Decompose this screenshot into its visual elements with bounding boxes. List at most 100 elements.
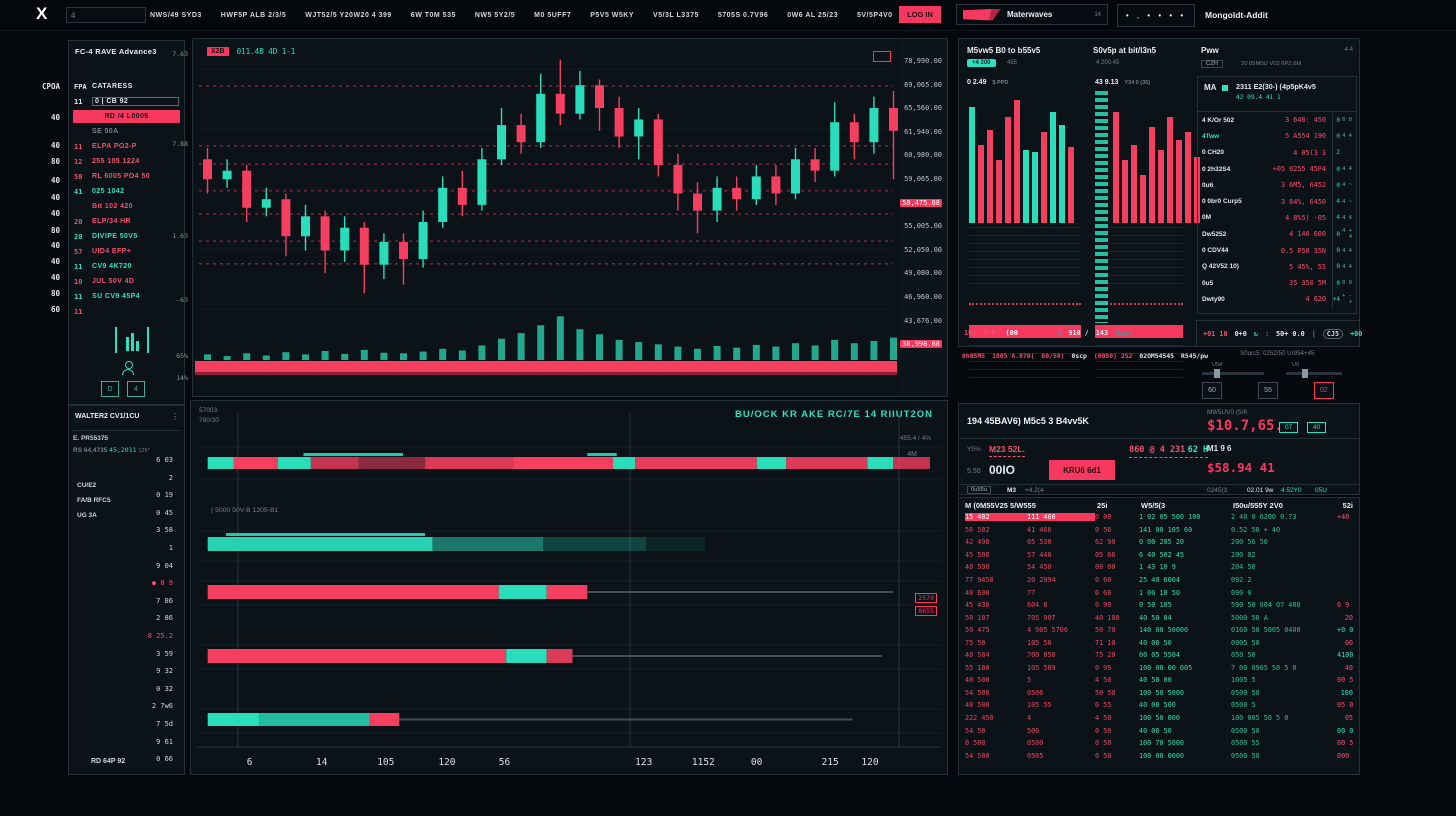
quote-row[interactable]: 0M 4 8%5) -05 4 4 4	[1198, 210, 1356, 226]
watchlist-row[interactable]: 11 CV9 4K720	[69, 259, 184, 274]
table-header-cell[interactable]: 52i	[1342, 501, 1353, 510]
table-row[interactable]: 15 402 111 460 0 00 1 02 05 500 100 2 40 0 6…	[959, 511, 1359, 524]
status-token[interactable]: (0050) 252	[1093, 352, 1133, 360]
status-token[interactable]: 02OM54545	[1139, 352, 1175, 360]
nav-item-6[interactable]: P5V5 W5KY	[590, 11, 635, 19]
nav-item-2[interactable]: WJT52/5 Y20W20 4 399	[305, 11, 392, 19]
quote-row[interactable]: Dw5252 4 140 600 0 4 + 4	[1198, 226, 1356, 242]
nav-item-5[interactable]: M0 5UFF7	[534, 11, 572, 19]
toolbar-item[interactable]: 143	[1095, 329, 1109, 337]
source-button-1[interactable]: 55	[1258, 382, 1278, 399]
table-row[interactable]: 40 504 700 050 75 20 00 05 5504 050 50 41000 …	[959, 649, 1359, 662]
slider-b[interactable]	[1286, 369, 1342, 378]
footer-d[interactable]: 05U	[1315, 487, 1327, 494]
table-row[interactable]: 56 502 41 466 0 56 141 00 105 60 0.52 50 + 4…	[959, 524, 1359, 537]
table-row[interactable]: 55 100 105 509 0 95 100 00 00 005 7 00 0905 …	[959, 662, 1359, 675]
side-label[interactable]: M23 52L.	[989, 444, 1025, 457]
quote-row[interactable]: 0 2h32S4 +05 0255 45P4 0 4 4	[1198, 161, 1356, 177]
footer-c[interactable]: 4 52Y0	[1281, 487, 1302, 494]
source-button-0[interactable]: 60	[1202, 382, 1222, 399]
watchlist-row[interactable]: 11 SU CV9 45P4	[69, 289, 184, 304]
equalizer-icon[interactable]	[115, 327, 149, 353]
toolbar-item[interactable]: ▤	[1057, 329, 1062, 337]
toolbar-item[interactable]: 10)	[964, 329, 977, 337]
quote-row[interactable]: 0 CDV44 0.5 P50 35N 0 4 4	[1198, 242, 1356, 258]
table-row[interactable]: 40 500 5 4 50 40 50 00 1005 5 00 5 00	[959, 674, 1359, 687]
table-row[interactable]: 50 107 705 907 40 100 40 50 04 5000 50 A 20	[959, 611, 1359, 624]
nav-item-7[interactable]: V5/3L L3375	[653, 11, 699, 19]
bid-histogram[interactable]: 0 2.49 $ PPD	[963, 77, 1087, 379]
status-token[interactable]: 60/50)	[1041, 352, 1065, 360]
sidebar-footer-button-0[interactable]: D	[101, 381, 119, 397]
toolbar-item[interactable]: Guos	[1115, 329, 1132, 337]
toolbar-item[interactable]: 0+0	[1234, 330, 1247, 338]
slider-b-handle[interactable]	[1302, 369, 1308, 378]
table-row[interactable]: 40 590 54 450 09 00 1 43 10 9 204 50	[959, 561, 1359, 574]
table-header-cell[interactable]: 25i	[1097, 501, 1108, 510]
quote-chip[interactable]: C2H	[1201, 60, 1224, 68]
nav-item-4[interactable]: NW5 5Y2/5	[474, 11, 516, 19]
candlestick-chart[interactable]	[193, 39, 947, 396]
watchlist-row[interactable]: 11	[69, 304, 184, 319]
watchlist-row[interactable]: 50 RL 6005 PO4 50	[69, 169, 184, 184]
nav-item-9[interactable]: 0W6 AL 25/23	[787, 11, 838, 19]
panel-a-pill[interactable]: +4 200	[967, 59, 996, 67]
watchlist-row[interactable]: 20 ELP/34 HR	[69, 214, 184, 229]
liquidity-bar[interactable]	[1095, 325, 1183, 338]
buy-button[interactable]: KRU6 6d1	[1049, 460, 1115, 480]
flow-chart[interactable]	[191, 401, 947, 753]
slider-a-handle[interactable]	[1214, 369, 1220, 378]
toolbar-item[interactable]: (00	[1002, 329, 1021, 337]
watchlist-row[interactable]: SE 50A	[69, 124, 184, 139]
user-icon[interactable]	[122, 361, 134, 375]
watchlist-row[interactable]: 41 025 1042	[69, 184, 184, 199]
symbol-search-input[interactable]	[66, 7, 146, 23]
quote-row[interactable]: Q 42V52 10) 5 45%, 55 0 4 4	[1198, 259, 1356, 275]
watchlist-row[interactable]: Bit 102 420	[69, 199, 184, 214]
table-row[interactable]: 42 490 05 530 62 90 0 00 205 20 200 56 50	[959, 536, 1359, 549]
table-row[interactable]: 45 430 604 0 0 90 0 50 105 590 50 004 07 400…	[959, 599, 1359, 612]
table-row[interactable]: 50 475 4 905 5706 50 70 140 00 50000 0160 50…	[959, 624, 1359, 637]
quote-row[interactable]: 0u5 35 350 5M 0 0 0	[1198, 275, 1356, 291]
table-row[interactable]: 40 690 77 0 60 1 06 10 50 090 0	[959, 586, 1359, 599]
nav-item-8[interactable]: 5705S 0.7V96	[717, 11, 769, 19]
toolbar-item[interactable]: :	[1264, 330, 1270, 338]
table-row[interactable]: 0 500 0500 0 50 100 70 5000 0500 55 00 50	[959, 737, 1359, 750]
table-row[interactable]: 75 50 105 50 71 10 40 00 50 0905 50 00	[959, 636, 1359, 649]
watchlist-row[interactable]: 11 ELPA PO2-P	[69, 139, 184, 154]
watchlist-row[interactable]: 20 DIVIPE 50V5	[69, 229, 184, 244]
status-token[interactable]: 0h05M5	[962, 352, 986, 360]
login-button[interactable]: LOG IN	[899, 6, 941, 23]
toolbar-item[interactable]: 50+ 0.0	[1276, 330, 1305, 338]
quote-row[interactable]: 4 K/Or 502 3 640: 450 0 0 0	[1198, 112, 1356, 128]
watchlist-row[interactable]: 57 UID4 EFP+	[69, 244, 184, 259]
toolbar-item[interactable]: +00	[1350, 330, 1363, 338]
quote-row[interactable]: Dwty90 4 620 +4 + - +	[1198, 291, 1356, 307]
quote-row[interactable]: 0 0br0 Curp5 3 64%, 6450 4 4 ~	[1198, 193, 1356, 209]
table-row[interactable]: 54 50 500 0 50 40 00 50 0500 50 00 00	[959, 724, 1359, 737]
nav-item-0[interactable]: NWS/49 SYD3	[150, 11, 202, 19]
watchlist-row[interactable]: FPA CATARESS	[69, 79, 184, 94]
status-token[interactable]: R545/pw	[1181, 352, 1208, 360]
slider-a[interactable]	[1202, 369, 1264, 378]
quote-row[interactable]: 0u6 3 6M5, 6452 0 4 ~	[1198, 177, 1356, 193]
toolbar-item[interactable]: CJ5	[1322, 329, 1344, 339]
toolbar-item[interactable]: (121	[1027, 328, 1051, 338]
pill-2[interactable]: 40	[1307, 422, 1327, 433]
ask-histogram[interactable]: 43 9.13 Y34 0 (35)	[1091, 77, 1200, 379]
table-row[interactable]: 40 500 105 55 0 55 40 00 500 0500 5 05 00	[959, 699, 1359, 712]
sidebar-footer-button-1[interactable]: 4	[127, 381, 145, 397]
nav-item-10[interactable]: 5V/5P4V0 R44M	[857, 11, 892, 19]
watchlist-row-selected[interactable]: RD /4 L0005	[73, 110, 180, 123]
pin-display[interactable]: • , • • • •	[1117, 4, 1195, 27]
watchlist-row[interactable]: 12 255 105 1224	[69, 154, 184, 169]
table-row[interactable]: 54 500 0505 0 50 100 00 0000 0500 50 000 00	[959, 749, 1359, 762]
nav-item-1[interactable]: HWF5P ALB 2/3/5	[220, 11, 287, 19]
table-header-cell[interactable]: M (0M55V25 5/W555	[965, 501, 1036, 510]
table-row[interactable]: 222 450 4 4 50 100 50 000 100 005 50 5 0 05	[959, 712, 1359, 725]
table-row[interactable]: 77 9450 20 2994 0 60 25 40 6004 092 2	[959, 574, 1359, 587]
app-logo[interactable]: X	[36, 4, 48, 23]
nav-item-3[interactable]: 6W T0M 535	[410, 11, 456, 19]
toolbar-item[interactable]: 910 /	[1068, 329, 1089, 337]
quote-row[interactable]: 0 CH20 4 05(3 3 2	[1198, 145, 1356, 161]
